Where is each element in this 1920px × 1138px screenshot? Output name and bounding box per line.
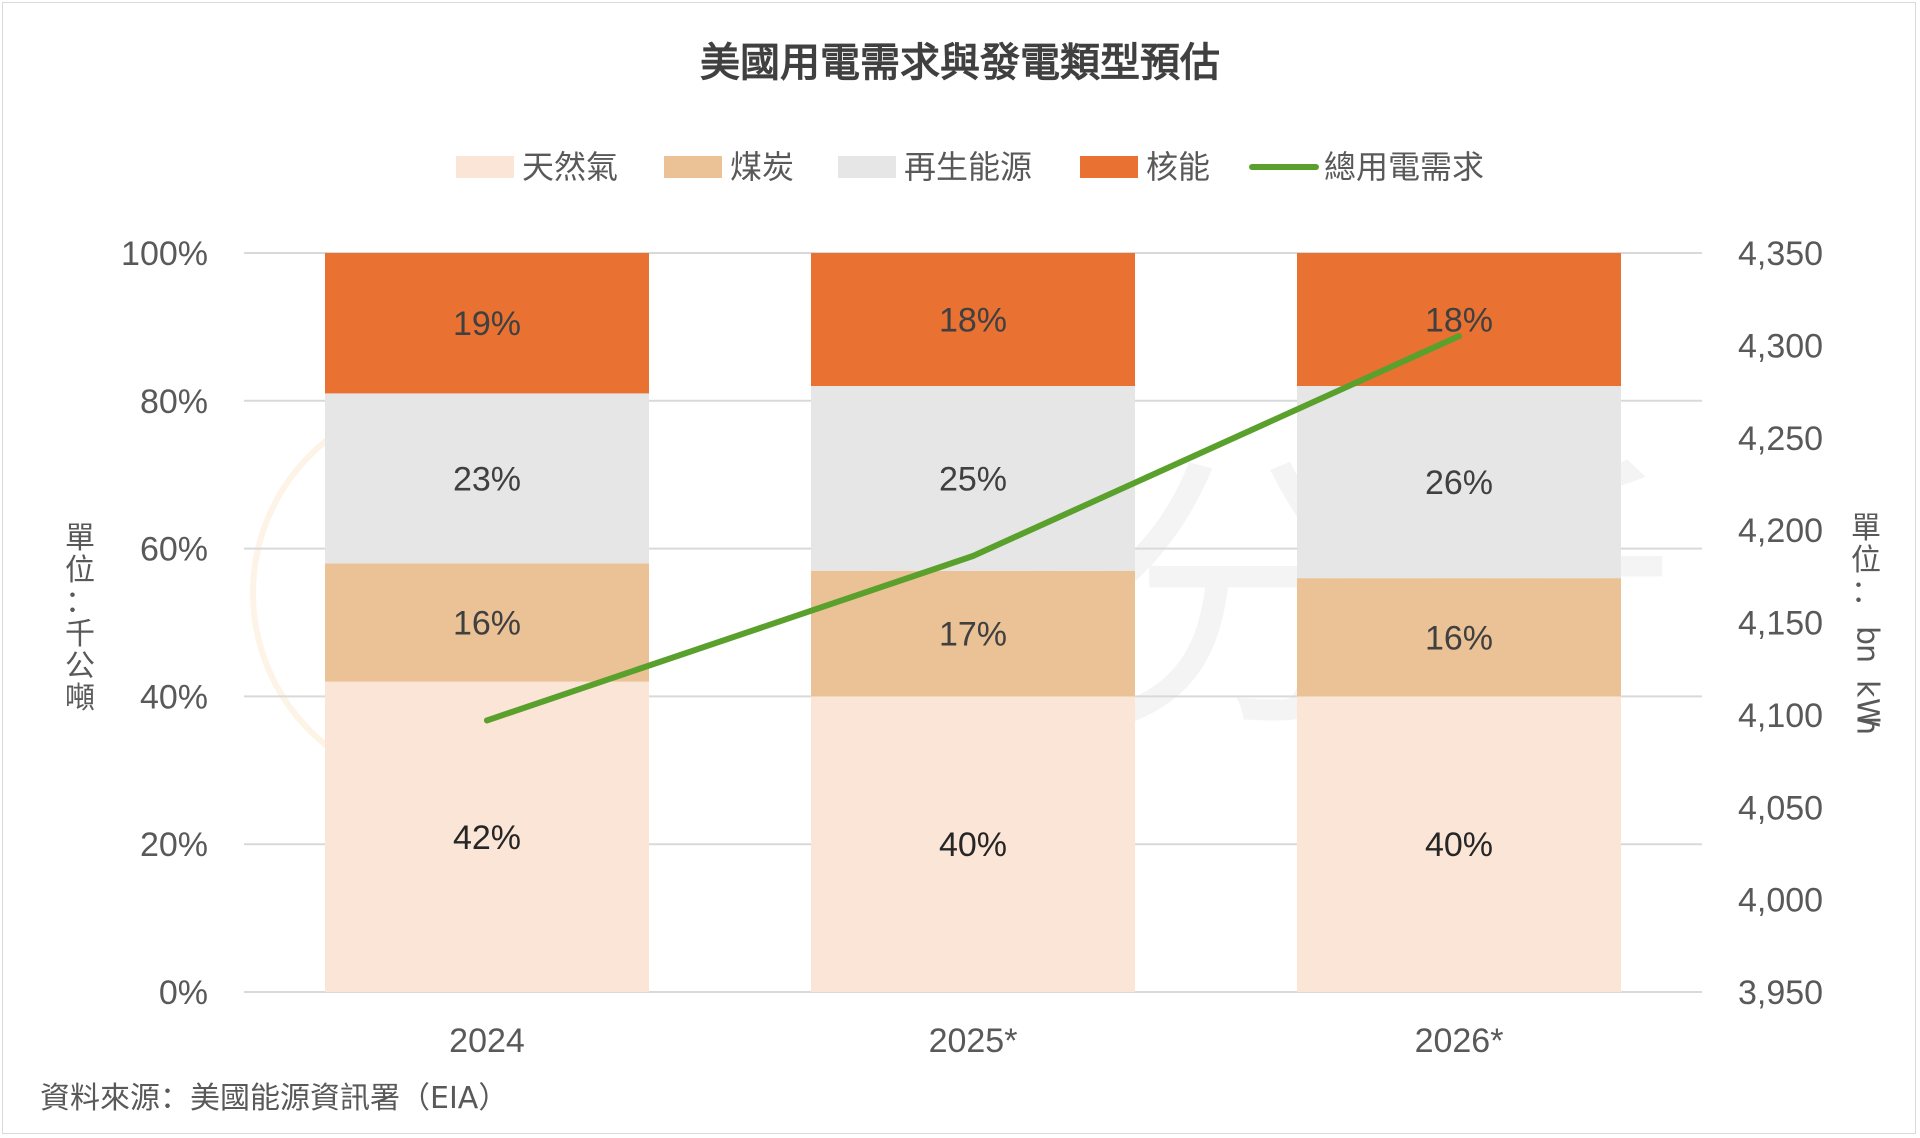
y2-tick-label: 3,950: [1738, 974, 1823, 1012]
line-point: [1456, 333, 1462, 340]
bar-data-label: 42%: [453, 819, 521, 857]
bar-data-label: 23%: [453, 460, 521, 498]
y2-tick-label: 4,100: [1738, 697, 1823, 735]
y-tick-label: 80%: [140, 383, 208, 421]
axis-label-char: ：: [65, 585, 95, 620]
left-axis-ticks: 0% 20% 40% 60% 80% 100%: [121, 235, 208, 1012]
bar-segment: [811, 696, 1135, 992]
legend-label: 總用電需求: [1324, 148, 1484, 186]
x-tick-label: 2024: [449, 1022, 525, 1060]
right-axis-ticks: 3,950 4,000 4,050 4,100 4,150 4,200 4,250 4,300…: [1738, 235, 1823, 1012]
bar-data-labels: 42%16%23%19%40%17%25%18%40%16%26%18%: [453, 302, 1493, 865]
legend-label: 煤炭: [730, 148, 794, 186]
source-note: 資料來源：美國能源資訊署（EIA）: [40, 1081, 508, 1116]
axis-label-char: n: [1850, 644, 1885, 663]
bar-data-label: 19%: [453, 305, 521, 343]
bars: [325, 253, 1621, 992]
y-axis-label: 單位：千公噸: [65, 521, 95, 716]
y2-tick-label: 4,250: [1738, 420, 1823, 458]
x-tick-label: 2025*: [929, 1022, 1018, 1060]
bar-segment: [811, 253, 1135, 387]
legend-swatch: [1080, 156, 1138, 178]
bar-data-label: 16%: [1425, 619, 1493, 657]
y-tick-label: 100%: [121, 235, 208, 273]
axis-label-char: 單: [1851, 511, 1881, 546]
axis-label-char: 位: [65, 553, 95, 588]
bar-data-label: 25%: [939, 460, 1007, 498]
bar-segment: [1297, 253, 1621, 387]
bar-segment: [325, 563, 649, 682]
axis-label-char: 公: [65, 649, 95, 684]
legend-swatch: [664, 156, 722, 178]
y2-tick-label: 4,000: [1738, 882, 1823, 920]
bar-data-label: 17%: [939, 616, 1007, 654]
bar-data-label: 18%: [939, 302, 1007, 340]
axis-label-char: 噸: [65, 681, 95, 716]
bar-segment: [1297, 696, 1621, 992]
bar-data-label: 16%: [453, 605, 521, 643]
legend-label: 再生能源: [904, 148, 1032, 186]
legend-swatch: [456, 156, 514, 178]
axis-label-char: b: [1850, 626, 1885, 645]
bar-data-label: 26%: [1425, 464, 1493, 502]
bar-segment: [325, 681, 649, 992]
legend-label: 核能: [1146, 148, 1210, 186]
y-tick-label: 0%: [159, 974, 208, 1012]
axis-label-char: 位: [1851, 543, 1881, 578]
bar-segment: [1297, 578, 1621, 697]
axis-label-char: 千: [65, 617, 95, 652]
y-tick-label: 40%: [140, 678, 208, 716]
axis-label-char: 單: [65, 521, 95, 556]
bar-segment: [811, 386, 1135, 571]
legend-label: 天然氣: [522, 148, 618, 186]
legend: 天然氣 煤炭 再生能源 核能 總用電需求: [456, 148, 1484, 186]
y2-tick-label: 4,150: [1738, 605, 1823, 643]
axis-label-char: k: [1850, 680, 1885, 698]
y2-axis-label: 單位： bn kWh: [1850, 511, 1885, 735]
y-tick-label: 20%: [140, 826, 208, 864]
axis-label-char: ：: [1851, 575, 1881, 610]
bar-data-label: 40%: [939, 826, 1007, 864]
bar-segment: [325, 393, 649, 564]
y2-tick-label: 4,350: [1738, 235, 1823, 273]
total-demand-line: [484, 333, 1462, 724]
bar-segment: [325, 253, 649, 394]
axis-label-char: W: [1850, 698, 1885, 728]
line-point: [970, 552, 976, 559]
x-axis-ticks: 2024 2025* 2026*: [449, 1022, 1503, 1060]
line-point: [484, 717, 490, 724]
x-tick-label: 2026*: [1415, 1022, 1504, 1060]
y-tick-label: 60%: [140, 531, 208, 569]
y2-tick-label: 4,200: [1738, 512, 1823, 550]
chart-title: 美國用電需求與發電類型預估: [700, 40, 1220, 86]
y2-tick-label: 4,300: [1738, 327, 1823, 365]
legend-swatch: [838, 156, 896, 178]
axis-label-char: h: [1850, 716, 1885, 735]
bar-segment: [1297, 386, 1621, 579]
y2-tick-label: 4,050: [1738, 789, 1823, 827]
bar-data-label: 40%: [1425, 826, 1493, 864]
